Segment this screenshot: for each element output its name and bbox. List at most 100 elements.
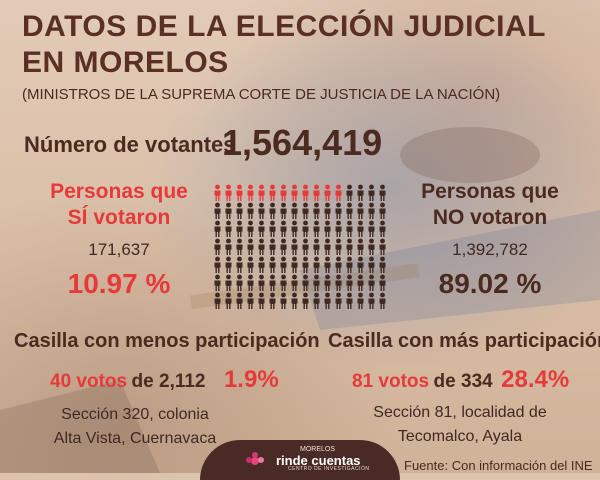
- source-note: Fuente: Con información del INE: [404, 458, 593, 473]
- person-voted-icon: [225, 184, 232, 201]
- person-not-voted-icon: [280, 202, 287, 219]
- person-not-voted-icon: [379, 184, 386, 201]
- person-not-voted-icon: [269, 292, 276, 309]
- low-location-2: Alta Vista, Cuernavaca: [53, 430, 217, 447]
- logo-main-text: rinde cuentas: [276, 453, 361, 468]
- low-participation-heading: Casilla con menos participación: [14, 330, 320, 352]
- person-not-voted-icon: [214, 202, 221, 219]
- voted-label-2: SÍ votaron: [67, 206, 171, 229]
- person-not-voted-icon: [368, 184, 375, 201]
- person-not-voted-icon: [225, 238, 232, 255]
- person-not-voted-icon: [225, 202, 232, 219]
- person-not-voted-icon: [357, 274, 364, 291]
- not-voted-count: 1,392,782: [452, 240, 528, 259]
- person-not-voted-icon: [302, 274, 309, 291]
- high-participation-heading: Casilla con más participación: [328, 330, 600, 352]
- person-not-voted-icon: [346, 256, 353, 273]
- person-not-voted-icon: [368, 238, 375, 255]
- low-location-1: Sección 320, colonia: [61, 406, 209, 423]
- person-not-voted-icon: [368, 292, 375, 309]
- person-not-voted-icon: [214, 256, 221, 273]
- person-not-voted-icon: [269, 238, 276, 255]
- person-not-voted-icon: [247, 202, 254, 219]
- people-pictogram: [212, 184, 388, 310]
- person-not-voted-icon: [302, 256, 309, 273]
- person-not-voted-icon: [335, 238, 342, 255]
- person-not-voted-icon: [335, 202, 342, 219]
- person-not-voted-icon: [258, 256, 265, 273]
- not-voted-label-2: NO votaron: [432, 206, 548, 229]
- person-not-voted-icon: [379, 274, 386, 291]
- person-not-voted-icon: [214, 220, 221, 237]
- person-not-voted-icon: [280, 292, 287, 309]
- person-not-voted-icon: [247, 238, 254, 255]
- person-not-voted-icon: [335, 220, 342, 237]
- person-not-voted-icon: [302, 238, 309, 255]
- subtitle: (MINISTROS DE LA SUPREMA CORTE DE JUSTIC…: [22, 86, 501, 103]
- person-not-voted-icon: [258, 220, 265, 237]
- person-not-voted-icon: [379, 220, 386, 237]
- person-not-voted-icon: [214, 274, 221, 291]
- person-not-voted-icon: [269, 274, 276, 291]
- person-not-voted-icon: [280, 256, 287, 273]
- voters-label: Número de votantes: [24, 132, 236, 157]
- person-not-voted-icon: [346, 220, 353, 237]
- person-not-voted-icon: [313, 256, 320, 273]
- person-not-voted-icon: [324, 256, 331, 273]
- high-votes: 81 votos: [352, 371, 430, 392]
- person-not-voted-icon: [346, 238, 353, 255]
- person-not-voted-icon: [280, 274, 287, 291]
- person-not-voted-icon: [324, 238, 331, 255]
- voted-label-1: Personas que: [50, 180, 188, 203]
- high-total: de 334: [433, 371, 493, 392]
- person-not-voted-icon: [357, 202, 364, 219]
- person-not-voted-icon: [291, 292, 298, 309]
- person-not-voted-icon: [247, 256, 254, 273]
- person-not-voted-icon: [225, 292, 232, 309]
- title-line-2: EN MORELOS: [22, 46, 229, 79]
- person-not-voted-icon: [335, 292, 342, 309]
- person-voted-icon: [324, 184, 331, 201]
- person-not-voted-icon: [258, 274, 265, 291]
- person-not-voted-icon: [280, 238, 287, 255]
- person-not-voted-icon: [357, 256, 364, 273]
- person-not-voted-icon: [368, 220, 375, 237]
- high-percent: 28.4%: [501, 366, 570, 393]
- person-not-voted-icon: [357, 220, 364, 237]
- voted-percent: 10.97 %: [67, 268, 171, 299]
- person-not-voted-icon: [236, 238, 243, 255]
- person-not-voted-icon: [379, 202, 386, 219]
- person-not-voted-icon: [269, 256, 276, 273]
- logo-small-text: MORELOS: [300, 446, 336, 453]
- person-not-voted-icon: [346, 184, 353, 201]
- person-not-voted-icon: [313, 220, 320, 237]
- person-not-voted-icon: [324, 220, 331, 237]
- person-not-voted-icon: [379, 238, 386, 255]
- person-voted-icon: [247, 184, 254, 201]
- person-not-voted-icon: [324, 274, 331, 291]
- person-voted-icon: [236, 184, 243, 201]
- person-not-voted-icon: [324, 202, 331, 219]
- logo-sub-text: CENTRO DE INVESTIGACIÓN: [288, 466, 370, 472]
- person-not-voted-icon: [236, 220, 243, 237]
- person-not-voted-icon: [258, 292, 265, 309]
- person-not-voted-icon: [335, 274, 342, 291]
- person-not-voted-icon: [357, 292, 364, 309]
- person-not-voted-icon: [269, 220, 276, 237]
- person-not-voted-icon: [236, 274, 243, 291]
- person-not-voted-icon: [302, 220, 309, 237]
- not-voted-label-1: Personas que: [421, 180, 559, 203]
- person-not-voted-icon: [379, 292, 386, 309]
- person-not-voted-icon: [357, 184, 364, 201]
- person-not-voted-icon: [214, 292, 221, 309]
- person-not-voted-icon: [247, 220, 254, 237]
- title-line-1: DATOS DE LA ELECCIÓN JUDICIAL: [22, 10, 546, 43]
- person-not-voted-icon: [324, 292, 331, 309]
- person-not-voted-icon: [346, 292, 353, 309]
- person-voted-icon: [214, 184, 221, 201]
- high-location-2: Tecomalco, Ayala: [397, 428, 523, 445]
- person-not-voted-icon: [368, 202, 375, 219]
- person-not-voted-icon: [291, 274, 298, 291]
- person-not-voted-icon: [236, 292, 243, 309]
